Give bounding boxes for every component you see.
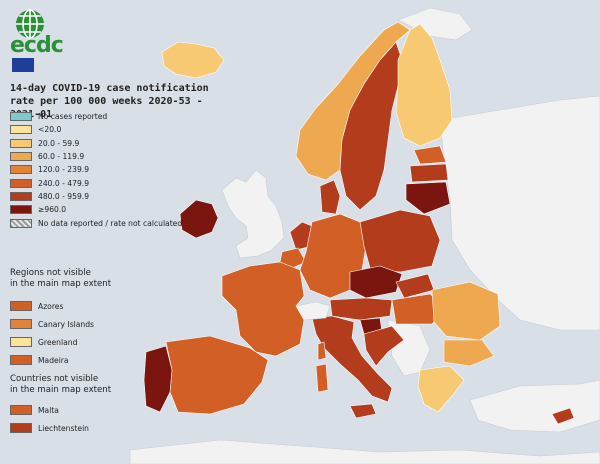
legend-swatch xyxy=(10,138,32,148)
belgium xyxy=(279,247,307,269)
region-swatch xyxy=(10,319,32,329)
finland xyxy=(395,23,453,147)
legend-item: ≥960.0 xyxy=(10,203,182,216)
sicily xyxy=(349,403,377,419)
france xyxy=(221,261,305,357)
country-item-liechtenstein: Liechtenstein xyxy=(10,423,89,433)
legend-swatch xyxy=(10,165,32,175)
region-item-madeira: Madeira xyxy=(10,355,69,365)
sardinia xyxy=(315,363,329,393)
country-swatch xyxy=(10,405,32,415)
latvia xyxy=(409,163,449,183)
legend-swatch xyxy=(10,191,32,201)
lithuania xyxy=(405,181,451,215)
ireland xyxy=(179,199,219,239)
legend-item: 20.0 - 59.9 xyxy=(10,137,182,150)
denmark xyxy=(319,179,341,215)
uk-land xyxy=(221,169,285,259)
legend-swatch xyxy=(10,205,32,215)
poland xyxy=(359,209,441,273)
eastern-europe-land xyxy=(439,95,600,331)
legend-swatch-hatched xyxy=(10,218,32,228)
legend-item: 120.0 - 239.9 xyxy=(10,163,182,176)
regions-heading: Regions not visible in the main map exte… xyxy=(10,268,112,289)
legend-item: No cases reported xyxy=(10,110,182,123)
italy xyxy=(311,315,393,403)
legend-swatch xyxy=(10,112,32,122)
north-africa-land xyxy=(129,439,600,464)
region-item-greenland: Greenland xyxy=(10,337,77,347)
legend-item: No data reported / rate not calculated xyxy=(10,216,182,229)
romania xyxy=(431,281,501,341)
ecdc-logo xyxy=(8,8,78,66)
legend-swatch xyxy=(10,178,32,188)
region-swatch xyxy=(10,301,32,311)
cyprus xyxy=(551,407,575,425)
legend-item: <20.0 xyxy=(10,123,182,136)
map-title-line-1: 14-day COVID-19 case notification xyxy=(10,83,209,94)
croatia xyxy=(363,325,405,367)
country-item-malta: Malta xyxy=(10,405,59,415)
bulgaria xyxy=(443,339,495,367)
legend-panel: ecdc 14-day COVID-19 case notification r… xyxy=(0,0,222,464)
legend-item: 480.0 - 959.9 xyxy=(10,190,182,203)
estonia xyxy=(413,145,447,165)
region-item-canary-islands: Canary Islands xyxy=(10,319,94,329)
austria xyxy=(329,297,393,321)
legend-swatch xyxy=(10,125,32,135)
legend-item: 240.0 - 479.9 xyxy=(10,176,182,189)
countries-heading: Countries not visible in the main map ex… xyxy=(10,374,112,395)
region-swatch xyxy=(10,355,32,365)
iceland xyxy=(161,41,225,79)
country-swatch xyxy=(10,423,32,433)
legend: No cases reported <20.0 20.0 - 59.9 60.0… xyxy=(10,110,182,230)
ecdc-logo-text: ecdc xyxy=(10,33,64,58)
turkey-land xyxy=(469,379,600,433)
region-item-azores: Azores xyxy=(10,301,63,311)
globe-icon xyxy=(16,9,44,39)
legend-item: 60.0 - 119.9 xyxy=(10,150,182,163)
legend-swatch xyxy=(10,152,32,162)
greece xyxy=(417,365,465,413)
region-swatch xyxy=(10,337,32,347)
corsica xyxy=(317,341,327,361)
eu-flag-icon xyxy=(12,58,34,72)
portugal xyxy=(143,345,173,413)
sweden xyxy=(339,41,403,211)
czechia xyxy=(349,265,403,299)
